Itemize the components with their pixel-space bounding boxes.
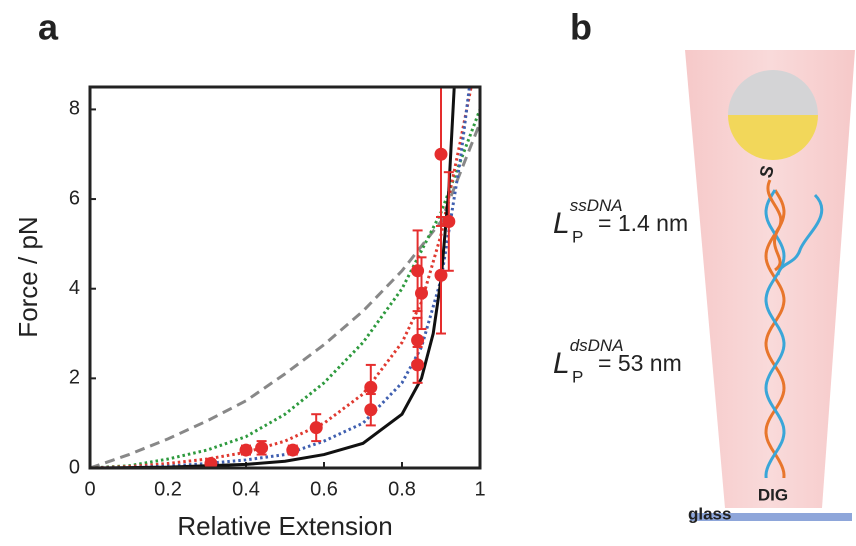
anchor-label: DIG bbox=[758, 485, 788, 504]
data-point bbox=[286, 443, 300, 457]
superscript: ssDNA bbox=[570, 196, 623, 215]
plot: 0 0.2 0.4 0.6 0.8 1 0 2 4 6 8 bbox=[69, 87, 486, 500]
x-tick-label: 1 bbox=[474, 478, 485, 500]
x-tick-label: 0.8 bbox=[388, 478, 416, 500]
data-point bbox=[309, 421, 323, 435]
data-point bbox=[239, 443, 253, 457]
data-point bbox=[255, 441, 269, 455]
data-point bbox=[434, 147, 448, 161]
curve bbox=[90, 87, 473, 468]
axes-frame bbox=[88, 85, 482, 470]
data-point bbox=[442, 214, 456, 228]
x-tick-label: 0.6 bbox=[310, 478, 338, 500]
y-axis-label: Force / pN bbox=[13, 216, 43, 337]
ssdna-strand bbox=[766, 179, 783, 272]
curve bbox=[90, 122, 480, 468]
x-axis-label: Relative Extension bbox=[177, 511, 392, 541]
symbol: L bbox=[553, 207, 570, 240]
persistence-value: = 1.4 nm bbox=[598, 210, 688, 236]
data-point bbox=[204, 457, 218, 468]
panel-label: b bbox=[570, 7, 592, 48]
y-tick-label: 0 bbox=[69, 456, 80, 478]
y-tick-label: 4 bbox=[69, 277, 80, 299]
data-point bbox=[415, 286, 428, 300]
subscript: P bbox=[572, 367, 583, 386]
surface-label: glass bbox=[688, 504, 731, 523]
y-tick-label: 2 bbox=[69, 367, 80, 389]
laser-beam bbox=[685, 50, 855, 508]
y-tick-label: 6 bbox=[69, 187, 80, 209]
superscript: dsDNA bbox=[570, 336, 624, 355]
persistence-ss: LssDNA bbox=[553, 196, 623, 239]
curve bbox=[90, 87, 456, 468]
dna-strand bbox=[764, 189, 786, 479]
dna-strand bbox=[764, 189, 786, 479]
curve bbox=[90, 108, 480, 468]
symbol: L bbox=[553, 347, 570, 380]
x-tick-label: 0 bbox=[84, 478, 95, 500]
persistence-ds: LdsDNA bbox=[553, 336, 624, 379]
x-tick-label: 0.4 bbox=[232, 478, 260, 500]
data-point bbox=[434, 268, 448, 282]
data-point bbox=[364, 380, 378, 394]
diagram: b S DIG glass LssDNA P = 1.4 nm LdsDNA P… bbox=[553, 7, 855, 523]
dna-helix bbox=[764, 179, 824, 479]
panel-label: a bbox=[38, 7, 59, 48]
ssdna-strand bbox=[776, 193, 824, 276]
persistence-value: = 53 nm bbox=[598, 350, 682, 376]
data-point bbox=[411, 333, 425, 347]
data-point bbox=[364, 403, 378, 417]
data-point bbox=[411, 358, 425, 372]
subscript: P bbox=[572, 227, 583, 246]
x-tick-label: 0.2 bbox=[154, 478, 182, 500]
thiol-label: S bbox=[756, 163, 778, 180]
y-tick-label: 8 bbox=[69, 98, 80, 120]
bead-top bbox=[728, 70, 818, 115]
series-layer bbox=[90, 87, 480, 468]
bead-bottom bbox=[728, 115, 818, 160]
